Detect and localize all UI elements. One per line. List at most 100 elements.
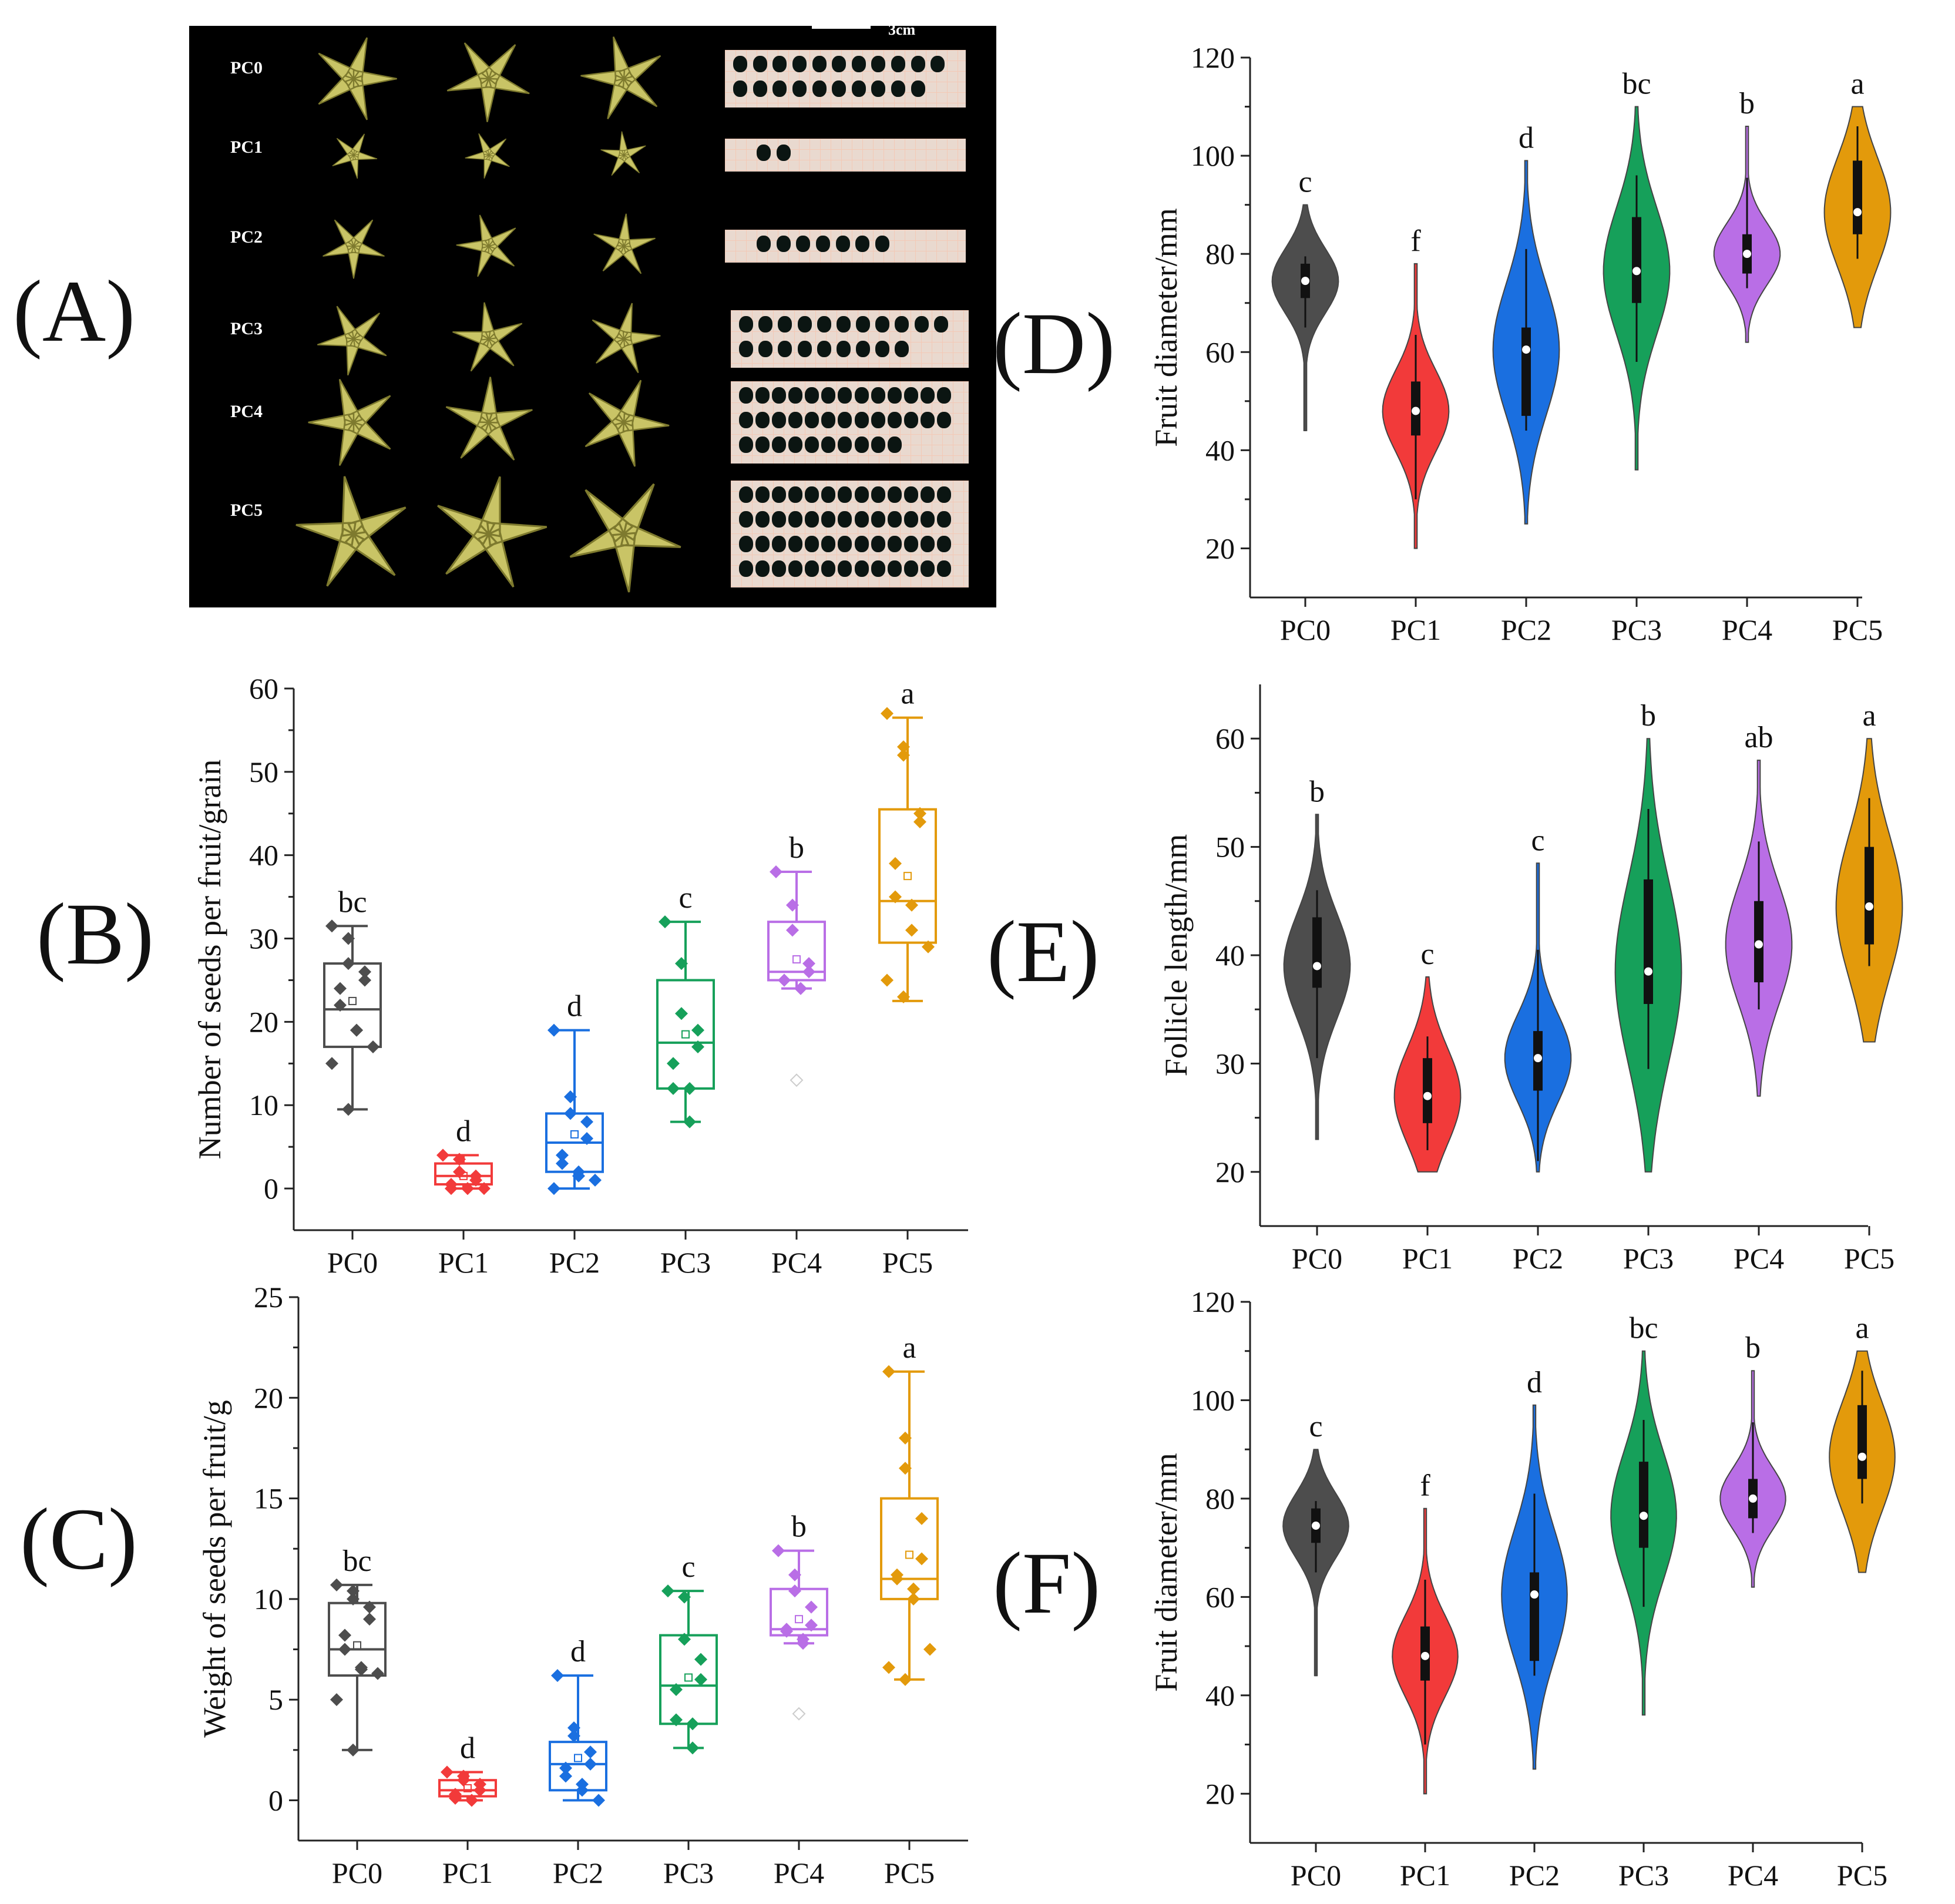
seed	[903, 486, 918, 503]
data-point	[567, 1729, 580, 1742]
data-point	[788, 1584, 801, 1598]
box-mean-marker	[903, 872, 912, 881]
y-axis-label: Fruit diameter/mm	[1148, 208, 1184, 446]
x-tick-label: PC5	[884, 1856, 935, 1889]
seed	[887, 412, 902, 428]
seed	[887, 436, 902, 453]
x-tick-label: PC5	[1844, 1242, 1894, 1275]
seed	[871, 56, 886, 72]
violin-median-dot	[1412, 407, 1420, 415]
data-point	[802, 965, 815, 979]
y-tick-label: 60	[1205, 1580, 1235, 1613]
seed	[838, 486, 852, 503]
y-tick-label: 0	[264, 1172, 278, 1205]
box-iqr	[328, 1601, 387, 1677]
seed	[836, 340, 851, 357]
significance-letter: c	[1420, 938, 1434, 971]
y-tick-label: 20	[249, 1005, 278, 1038]
data-point	[473, 1784, 486, 1797]
data-point	[923, 1643, 936, 1656]
violin-median-dot	[1313, 962, 1321, 971]
box-mean-marker	[684, 1673, 693, 1682]
panel-label-d: (D)	[993, 295, 1116, 392]
data-point	[780, 1624, 793, 1638]
seed	[856, 340, 871, 357]
significance-letter: b	[1739, 87, 1755, 120]
follicle-fruit	[332, 133, 378, 179]
seed	[792, 80, 807, 97]
box-iqr	[323, 962, 382, 1048]
seed	[778, 340, 792, 357]
data-point	[686, 1717, 699, 1731]
violin-iqr-box	[1530, 1572, 1539, 1661]
data-point	[589, 1173, 602, 1187]
data-point	[794, 982, 807, 995]
x-tick-label: PC2	[1509, 1859, 1560, 1892]
seed	[753, 56, 767, 72]
follicle-fruit	[445, 377, 533, 461]
seed	[936, 486, 951, 503]
data-point	[342, 1103, 355, 1116]
data-point	[891, 1572, 903, 1586]
seed	[821, 387, 836, 404]
box-mean-marker	[348, 996, 357, 1005]
seed	[788, 387, 803, 404]
violin-iqr-box	[1644, 879, 1653, 1004]
seed	[871, 387, 885, 404]
violin-median-dot	[1755, 940, 1763, 949]
seed	[838, 536, 852, 552]
seed	[755, 436, 770, 453]
data-point	[778, 973, 791, 987]
follicle-fruit	[295, 476, 407, 587]
seed	[821, 486, 836, 503]
significance-letter: d	[1527, 1366, 1542, 1399]
follicle-fruit	[452, 302, 523, 371]
seed	[817, 340, 831, 357]
seed	[755, 387, 770, 404]
x-tick-label: PC3	[663, 1856, 714, 1889]
significance-letter: a	[1862, 699, 1876, 733]
photo-row-label: PC0	[230, 58, 263, 78]
seed	[739, 536, 753, 552]
y-tick-label: 10	[249, 1089, 278, 1121]
data-point	[913, 815, 926, 828]
violin-median-dot	[1853, 208, 1862, 217]
significance-letter: b	[1745, 1331, 1761, 1365]
violin-median-dot	[1865, 902, 1873, 911]
violin-iqr-box	[1639, 1462, 1648, 1548]
data-point	[584, 1757, 597, 1771]
seed	[936, 536, 951, 552]
data-point	[691, 1040, 704, 1053]
seed	[838, 412, 852, 428]
seed	[757, 145, 771, 161]
seed	[805, 536, 819, 552]
seed	[739, 560, 753, 577]
seed	[776, 145, 791, 161]
x-tick-label: PC4	[1722, 613, 1772, 646]
violin-median-dot	[1534, 1054, 1542, 1063]
seed	[805, 511, 819, 528]
box-mean-marker	[681, 1030, 690, 1039]
seed	[920, 511, 935, 528]
seed	[772, 412, 787, 428]
seed	[914, 315, 929, 333]
significance-letter: a	[902, 1331, 916, 1365]
photo-row-label: PC4	[230, 402, 263, 421]
violin-iqr-box	[1865, 847, 1874, 945]
box-iqr	[767, 921, 826, 982]
panel-label-b: (B)	[36, 885, 154, 983]
seed	[733, 80, 747, 97]
significance-letter: c	[681, 1550, 695, 1584]
significance-letter: a	[1850, 68, 1864, 101]
seed	[805, 412, 819, 428]
seed	[887, 511, 902, 528]
y-tick-label: 60	[249, 672, 278, 705]
data-point	[559, 1769, 572, 1783]
seed	[854, 436, 869, 453]
data-point	[659, 915, 671, 929]
data-point	[897, 748, 910, 762]
data-point	[441, 1765, 454, 1779]
data-point	[457, 1774, 470, 1787]
significance-letter: c	[1531, 824, 1544, 857]
seed	[931, 56, 945, 72]
